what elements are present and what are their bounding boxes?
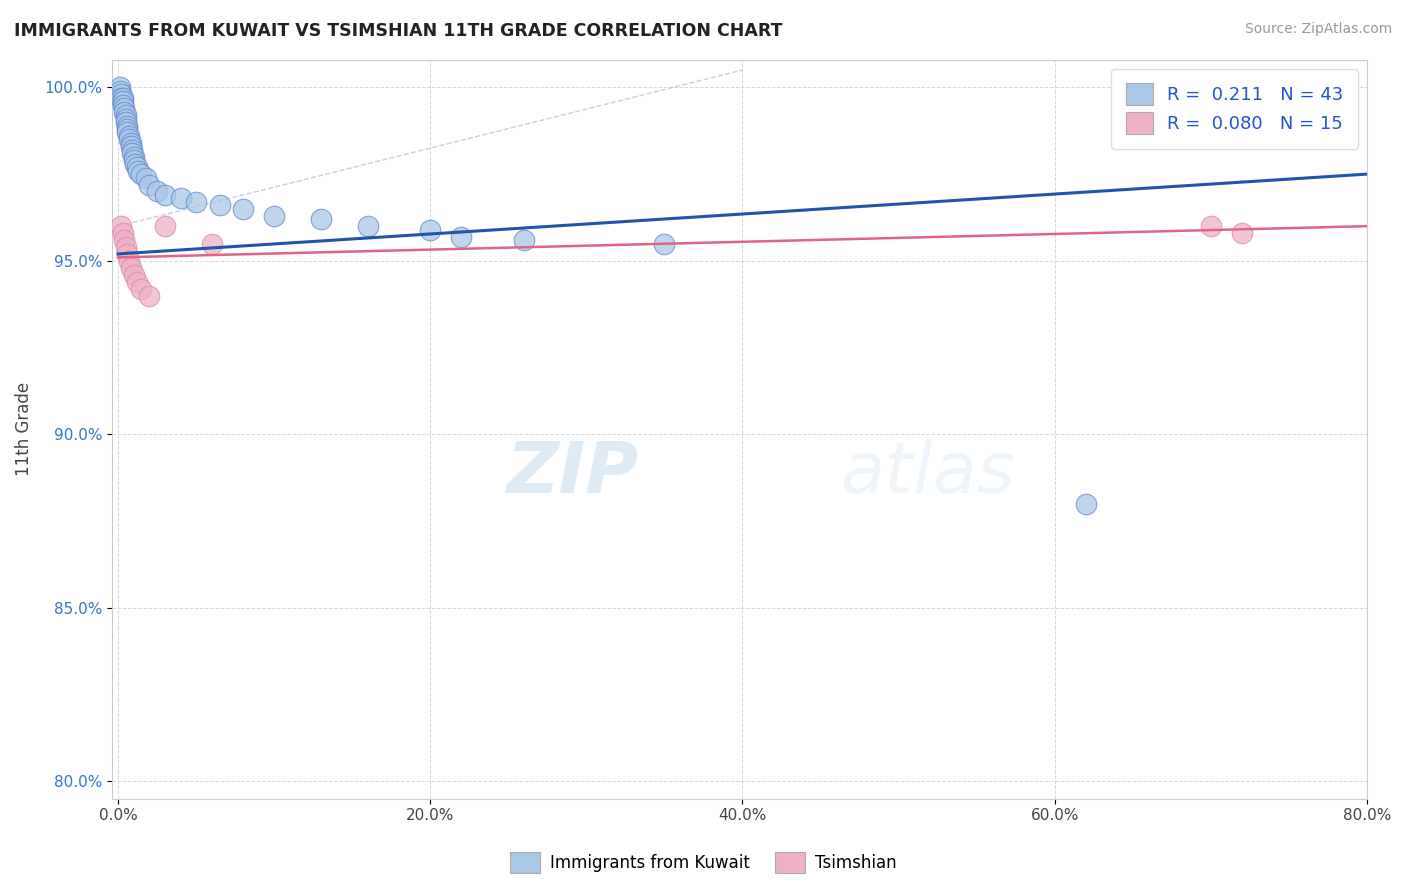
Point <box>110 91 132 105</box>
Point <box>122 153 145 168</box>
Point <box>108 84 131 98</box>
Point <box>263 209 285 223</box>
Point <box>111 95 134 109</box>
Point <box>115 240 138 254</box>
Point <box>120 136 142 150</box>
Point <box>124 157 146 171</box>
Point <box>208 198 231 212</box>
Text: atlas: atlas <box>839 439 1014 508</box>
Point <box>184 194 207 209</box>
Point <box>1199 219 1222 234</box>
Point <box>110 87 132 102</box>
Point <box>131 167 153 181</box>
Point <box>146 185 169 199</box>
Point <box>120 139 142 153</box>
Point <box>122 268 145 282</box>
Point <box>115 112 138 126</box>
Point <box>111 97 134 112</box>
Point <box>153 219 176 234</box>
Point <box>1230 226 1253 240</box>
Point <box>111 91 134 105</box>
Point <box>125 160 148 174</box>
Text: IMMIGRANTS FROM KUWAIT VS TSIMSHIAN 11TH GRADE CORRELATION CHART: IMMIGRANTS FROM KUWAIT VS TSIMSHIAN 11TH… <box>14 22 783 40</box>
Point <box>125 275 148 289</box>
Point <box>118 132 141 146</box>
Point <box>1074 497 1097 511</box>
Point <box>654 236 676 251</box>
Text: Source: ZipAtlas.com: Source: ZipAtlas.com <box>1244 22 1392 37</box>
Point <box>117 122 139 136</box>
Point <box>118 253 141 268</box>
Point <box>121 143 143 157</box>
Point <box>112 104 135 119</box>
Point <box>201 236 224 251</box>
Point <box>357 219 380 234</box>
Point <box>115 108 138 122</box>
Point <box>131 282 153 296</box>
Point <box>122 150 145 164</box>
Point <box>169 191 191 205</box>
Text: ZIP: ZIP <box>506 439 638 508</box>
Point <box>112 101 135 115</box>
Point <box>117 247 139 261</box>
Point <box>450 229 472 244</box>
Point <box>117 126 139 140</box>
Point <box>112 233 135 247</box>
Point <box>111 226 134 240</box>
Point <box>127 163 149 178</box>
Point <box>232 202 254 216</box>
Point <box>138 178 160 192</box>
Point <box>309 212 332 227</box>
Point <box>419 222 441 236</box>
Point <box>135 170 157 185</box>
Point <box>115 115 138 129</box>
Legend: R =  0.211   N = 43, R =  0.080   N = 15: R = 0.211 N = 43, R = 0.080 N = 15 <box>1111 69 1358 149</box>
Point <box>108 80 131 95</box>
Point <box>118 128 141 143</box>
Y-axis label: 11th Grade: 11th Grade <box>15 382 32 476</box>
Point <box>120 260 142 275</box>
Point <box>110 219 132 234</box>
Point <box>513 233 536 247</box>
Point <box>117 119 139 133</box>
Point <box>153 188 176 202</box>
Point <box>138 288 160 302</box>
Point <box>121 146 143 161</box>
Legend: Immigrants from Kuwait, Tsimshian: Immigrants from Kuwait, Tsimshian <box>503 846 903 880</box>
